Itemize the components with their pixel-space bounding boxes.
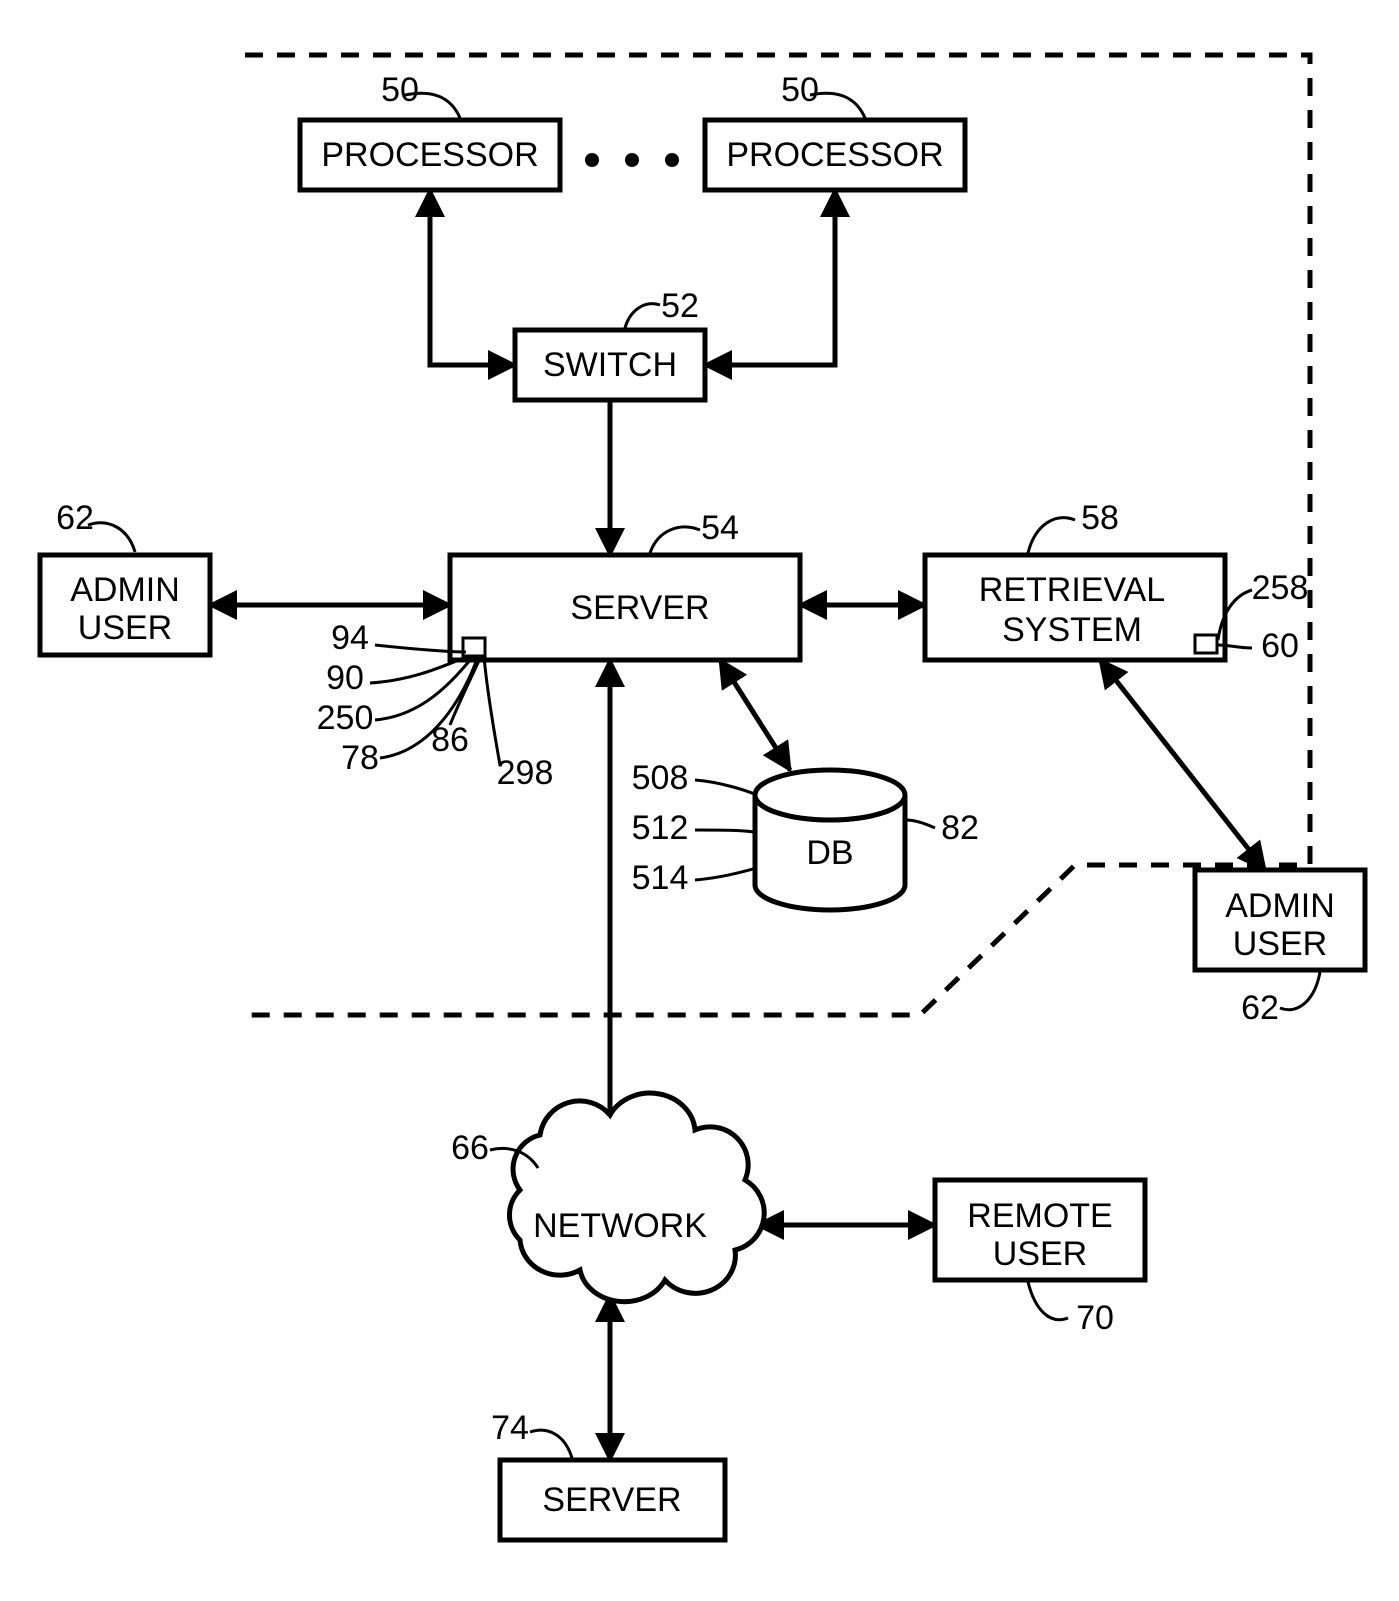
retrieval-label-2: SYSTEM bbox=[1002, 611, 1142, 649]
ref-86: 86 bbox=[431, 721, 469, 759]
ref-62a: 62 bbox=[56, 499, 94, 537]
ellipsis-dots bbox=[585, 153, 679, 167]
server-label: SERVER bbox=[570, 589, 709, 627]
ref-74: 74 bbox=[491, 1409, 529, 1447]
server-sub-icon bbox=[463, 638, 485, 656]
processor1-label: PROCESSOR bbox=[321, 136, 538, 174]
processor1-node: PROCESSOR bbox=[300, 120, 560, 190]
ref-52: 52 bbox=[661, 287, 699, 325]
remote-label-1: REMOTE bbox=[967, 1197, 1112, 1235]
admin2-node: ADMIN USER bbox=[1195, 870, 1365, 970]
ref-82: 82 bbox=[941, 809, 979, 847]
ref-58: 58 bbox=[1081, 499, 1119, 537]
admin1-label-1: ADMIN bbox=[70, 571, 180, 609]
ref-90: 90 bbox=[326, 659, 364, 697]
ref-54: 54 bbox=[701, 509, 739, 547]
network-label: NETWORK bbox=[533, 1207, 707, 1245]
admin1-node: ADMIN USER bbox=[40, 555, 210, 655]
server2-label: SERVER bbox=[542, 1481, 681, 1519]
ref-250: 250 bbox=[317, 699, 374, 737]
ref-70: 70 bbox=[1076, 1299, 1114, 1337]
db-label: DB bbox=[806, 834, 853, 872]
switch-label: SWITCH bbox=[543, 346, 677, 384]
network-node: NETWORK bbox=[509, 1093, 764, 1302]
ref-94: 94 bbox=[331, 619, 369, 657]
ref-78: 78 bbox=[341, 739, 379, 777]
ref-50a: 50 bbox=[381, 71, 419, 109]
retrieval-sub-icon bbox=[1195, 635, 1217, 653]
switch-node: SWITCH bbox=[515, 330, 705, 400]
admin2-label-2: USER bbox=[1233, 925, 1327, 963]
edge-processor2-switch bbox=[705, 190, 835, 365]
edge-server-db bbox=[720, 660, 790, 770]
ref-512: 512 bbox=[632, 809, 689, 847]
edge-processor1-switch bbox=[430, 190, 515, 365]
ref-298: 298 bbox=[497, 754, 554, 792]
admin1-label-2: USER bbox=[78, 609, 172, 647]
server2-node: SERVER bbox=[500, 1460, 725, 1540]
ref-508: 508 bbox=[632, 759, 689, 797]
ref-50b: 50 bbox=[781, 71, 819, 109]
remote-user-node: REMOTE USER bbox=[935, 1180, 1145, 1280]
ref-62b: 62 bbox=[1241, 989, 1279, 1027]
ref-60: 60 bbox=[1261, 627, 1299, 665]
retrieval-label-1: RETRIEVAL bbox=[979, 571, 1165, 609]
ref-514: 514 bbox=[632, 859, 689, 897]
ref-258: 258 bbox=[1252, 569, 1309, 607]
server-node: SERVER bbox=[450, 555, 800, 660]
admin2-label-1: ADMIN bbox=[1225, 887, 1335, 925]
ref-66: 66 bbox=[451, 1129, 489, 1167]
edge-retrieval-admin2 bbox=[1100, 660, 1265, 870]
remote-label-2: USER bbox=[993, 1235, 1087, 1273]
processor2-label: PROCESSOR bbox=[726, 136, 943, 174]
retrieval-node: RETRIEVAL SYSTEM bbox=[925, 555, 1225, 660]
db-node: DB bbox=[755, 770, 905, 910]
processor2-node: PROCESSOR bbox=[705, 120, 965, 190]
